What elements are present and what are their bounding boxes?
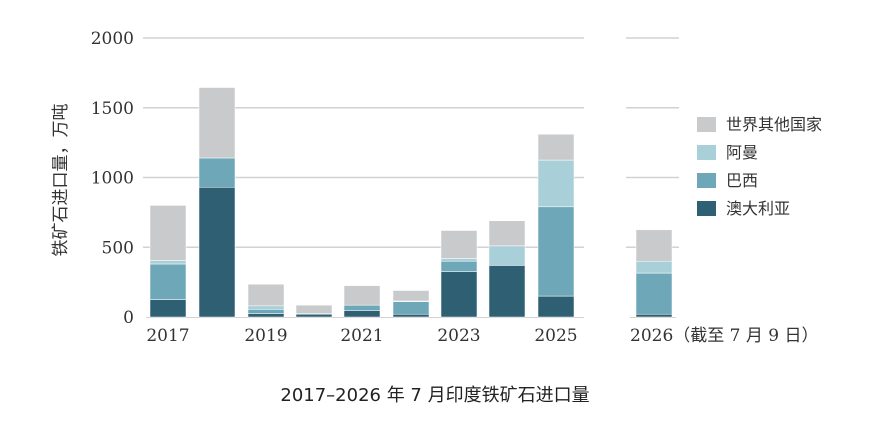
bar-2026-series-0 [635,313,673,318]
bar-2024-series-3 [488,220,526,247]
bar-2026-series-2 [635,260,673,274]
legend-label-1: 巴西 [726,171,758,190]
x-tick-label-2019: 2019 [244,326,287,346]
legend-label-2: 阿曼 [726,143,758,162]
bar-2025-series-1 [537,206,575,297]
bar-2024-series-2 [488,245,526,266]
bar-2022-series-1 [392,301,430,315]
x-tick-label-2023: 2023 [437,326,480,346]
bar-2022-series-3 [392,290,430,302]
bar-2025-series-0 [537,295,575,318]
x-tick-label-2026: 2026（截至 7 月 9 日） [630,326,819,346]
bar-2017-series-3 [149,205,187,261]
legend-swatch-3 [697,117,716,132]
bar-2026-series-3 [635,229,673,262]
bar-2017-series-2 [149,260,187,265]
bar-2017-series-1 [149,263,187,300]
bar-2025-series-3 [537,134,575,161]
y-tick-label-3: 1500 [91,99,134,119]
y-axis-title: 铁矿石进口量，万吨 [51,104,71,257]
y-tick-label-4: 2000 [91,29,134,49]
bars [149,87,673,318]
bar-2017-series-0 [149,299,187,318]
bar-2020-series-0 [295,313,333,318]
bar-2021-series-0 [343,310,381,318]
bar-2026-series-1 [635,272,673,315]
y-tick-label-0: 0 [123,308,134,328]
legend-swatch-0 [697,201,716,216]
bar-2025-series-2 [537,159,575,208]
bar-2023-series-0 [440,271,478,318]
bar-2022-series-0 [392,313,430,318]
bar-2019-series-2 [247,305,285,310]
x-tick-label-2025: 2025 [534,326,577,346]
legend-label-3: 世界其他国家 [726,115,822,134]
bar-2021-series-3 [343,285,381,306]
bar-2018-series-1 [198,157,236,188]
legend-swatch-2 [697,145,716,160]
bar-2023-series-1 [440,260,478,272]
x-axis: 2017 2019 2021 2023 2025 2026（截至 7 月 9 日） [146,326,818,346]
bar-2023-series-2 [440,258,478,262]
bar-2020-series-3 [295,304,333,314]
bar-2023-series-3 [440,230,478,259]
legend-swatch-1 [697,173,716,188]
x-tick-label-2017: 2017 [146,326,189,346]
chart-title: 2017–2026 年 7 月印度铁矿石进口量 [280,385,589,406]
y-axis: 0 500 1000 1500 2000 [91,29,134,328]
bar-2024-series-0 [488,265,526,318]
bar-2019-series-3 [247,283,285,307]
legend-label-0: 澳大利亚 [726,199,790,218]
y-tick-label-2: 1000 [91,169,134,189]
y-tick-label-1: 500 [102,238,134,258]
bar-2019-series-1 [247,309,285,314]
x-tick-label-2021: 2021 [340,326,383,346]
bar-2019-series-0 [247,313,285,318]
bar-2021-series-1 [343,304,381,311]
bar-2018-series-3 [198,87,236,159]
bar-2018-series-0 [198,187,236,318]
